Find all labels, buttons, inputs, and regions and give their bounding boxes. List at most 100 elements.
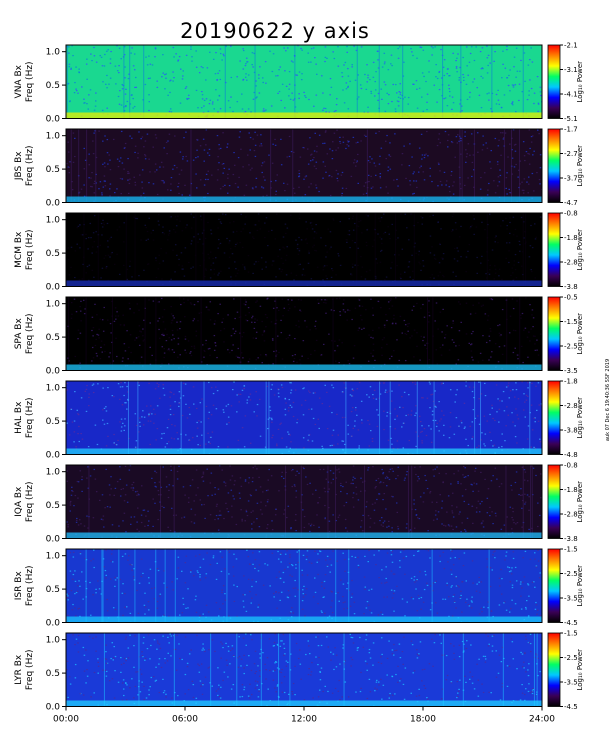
noise-pixel	[121, 555, 124, 558]
noise-pixel	[424, 344, 426, 346]
noise-pixel	[349, 633, 352, 636]
noise-pixel	[186, 417, 189, 419]
noise-pixel	[234, 261, 236, 263]
noise-pixel	[354, 477, 356, 480]
noise-pixel	[394, 254, 396, 256]
noise-pixel	[201, 434, 203, 436]
noise-pixel	[81, 490, 83, 493]
noise-pixel	[193, 522, 196, 524]
noise-pixel	[171, 349, 174, 351]
noise-pixel	[433, 84, 436, 86]
noise-pixel	[357, 225, 360, 227]
noise-pixel	[386, 134, 388, 137]
noise-pixel	[385, 314, 387, 316]
noise-pixel	[448, 437, 451, 439]
noise-pixel	[450, 586, 452, 588]
noise-pixel	[472, 81, 474, 83]
noise-pixel	[149, 63, 152, 65]
noise-pixel	[520, 488, 522, 490]
noise-pixel	[191, 437, 194, 439]
noise-pixel	[210, 414, 213, 416]
noise-pixel	[251, 528, 253, 530]
noise-pixel	[295, 513, 297, 516]
noise-pixel	[217, 156, 219, 158]
noise-pixel	[465, 333, 468, 335]
noise-pixel	[418, 87, 421, 89]
noise-pixel	[82, 598, 84, 600]
noise-pixel	[184, 247, 187, 249]
noise-pixel	[163, 233, 166, 235]
noise-pixel	[322, 269, 325, 271]
noise-pixel	[360, 87, 363, 90]
noise-pixel	[275, 508, 277, 510]
noise-pixel	[102, 163, 104, 165]
noise-pixel	[502, 220, 504, 222]
noise-pixel	[124, 93, 127, 95]
noise-pixel	[369, 517, 372, 519]
noise-pixel	[86, 265, 89, 268]
noise-pixel	[393, 610, 395, 612]
noise-pixel	[414, 508, 417, 511]
noise-pixel	[179, 68, 182, 70]
noise-pixel	[329, 558, 331, 560]
noise-pixel	[508, 566, 511, 569]
noise-pixel	[437, 185, 439, 187]
y-tick-label: 1.0	[46, 552, 61, 562]
noise-pixel	[290, 528, 292, 530]
noise-pixel	[130, 52, 132, 54]
noise-pixel	[178, 192, 180, 195]
noise-pixel	[319, 550, 322, 553]
noise-pixel	[246, 79, 248, 81]
noise-pixel	[208, 257, 211, 259]
noise-pixel	[242, 49, 245, 52]
noise-pixel	[488, 273, 491, 275]
noise-pixel	[419, 46, 421, 48]
noise-pixel	[540, 563, 542, 565]
noise-pixel	[391, 468, 393, 470]
noise-pixel	[305, 96, 307, 98]
noise-pixel	[523, 189, 525, 191]
noise-pixel	[140, 195, 142, 197]
noise-pixel	[167, 441, 170, 443]
y-tick-label: 1.0	[46, 216, 61, 226]
noise-pixel	[243, 446, 246, 448]
noise-pixel	[227, 403, 230, 406]
noise-pixel	[77, 497, 79, 499]
noise-pixel	[104, 507, 106, 509]
noise-pixel	[397, 237, 399, 239]
noise-pixel	[280, 164, 283, 166]
noise-pixel	[83, 98, 85, 100]
noise-pixel	[274, 138, 276, 141]
noise-pixel	[503, 345, 506, 347]
noise-pixel	[109, 58, 112, 60]
noise-pixel	[89, 222, 92, 225]
noise-pixel	[194, 599, 197, 601]
noise-pixel	[131, 47, 133, 49]
noise-pixel	[258, 220, 260, 222]
noise-pixel	[134, 181, 137, 184]
noise-pixel	[158, 643, 161, 645]
noise-pixel	[144, 158, 147, 160]
noise-pixel	[135, 440, 138, 442]
noise-pixel	[128, 469, 131, 471]
noise-pixel	[499, 585, 501, 587]
noise-pixel	[440, 418, 442, 420]
noise-pixel	[416, 302, 418, 305]
noise-pixel	[475, 46, 477, 48]
noise-pixel	[288, 95, 290, 97]
noise-pixel	[76, 409, 79, 411]
noise-pixel	[228, 267, 230, 269]
noise-pixel	[287, 505, 290, 507]
noise-pixel	[161, 316, 164, 318]
noise-pixel	[307, 390, 310, 392]
noise-pixel	[327, 228, 330, 230]
noise-pixel	[212, 392, 215, 395]
noise-pixel	[420, 431, 422, 433]
noise-pixel	[101, 109, 104, 111]
noise-pixel	[534, 335, 536, 337]
noise-pixel	[335, 360, 337, 362]
noise-pixel	[120, 418, 123, 420]
noise-pixel	[480, 262, 482, 264]
noise-pixel	[401, 153, 404, 155]
